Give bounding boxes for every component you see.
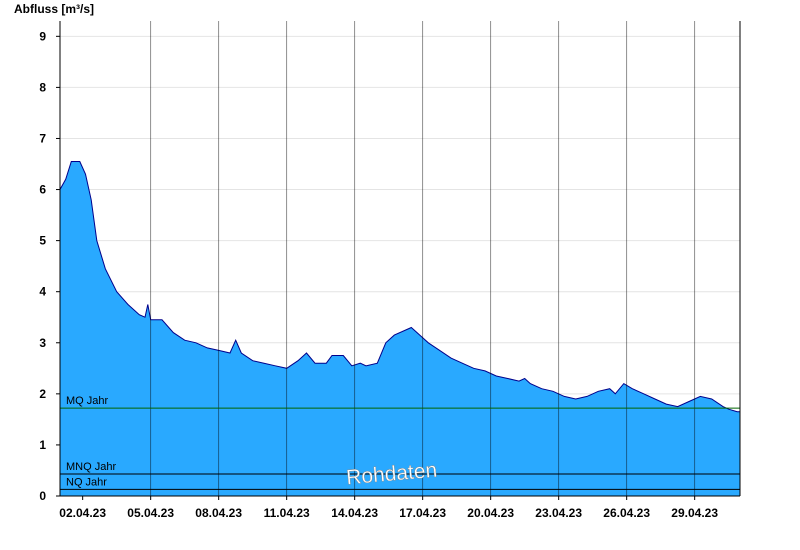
y-tick-label: 7 (39, 131, 46, 145)
y-tick-label: 2 (39, 387, 46, 401)
x-tick-label: 05.04.23 (127, 506, 174, 520)
reference-line-label: NQ Jahr (66, 476, 107, 488)
y-tick-label: 4 (39, 285, 46, 299)
y-ticks: 0 1 2 3 4 5 6 7 8 9 (39, 29, 60, 503)
x-tick-label: 29.04.23 (671, 506, 718, 520)
watermark-text: Rohdaten (345, 459, 438, 490)
x-tick-label: 20.04.23 (467, 506, 514, 520)
y-tick-label: 9 (39, 29, 46, 43)
x-ticks: 02.04.23 05.04.23 08.04.23 11.04.23 14.04.23… (59, 496, 718, 520)
x-tick-label: 14.04.23 (331, 506, 378, 520)
reference-line-label: MQ Jahr (66, 395, 109, 407)
series-line (59, 161, 740, 413)
y-tick-label: 3 (39, 336, 46, 350)
reference-lines: MQ Jahr MNQ Jahr NQ Jahr (60, 395, 740, 490)
x-tick-label: 11.04.23 (264, 506, 310, 520)
y-tick-label: 0 (39, 489, 46, 503)
vertical-gridlines (150, 21, 696, 496)
x-tick-label: 17.04.23 (399, 506, 446, 520)
series-area (60, 161, 740, 496)
y-tick-label: 6 (39, 183, 46, 197)
y-tick-label: 8 (39, 80, 46, 94)
y-axis-label: Abfluss [m³/s] (14, 2, 94, 16)
x-tick-label: 08.04.23 (195, 506, 242, 520)
series-layer (59, 161, 740, 496)
y-tick-label: 1 (39, 438, 46, 452)
x-tick-label: 23.04.23 (535, 506, 582, 520)
x-tick-label: 02.04.23 (59, 506, 106, 520)
x-tick-label: 26.04.23 (603, 506, 650, 520)
y-tick-label: 5 (39, 234, 46, 248)
reference-line-label: MNQ Jahr (66, 461, 116, 473)
